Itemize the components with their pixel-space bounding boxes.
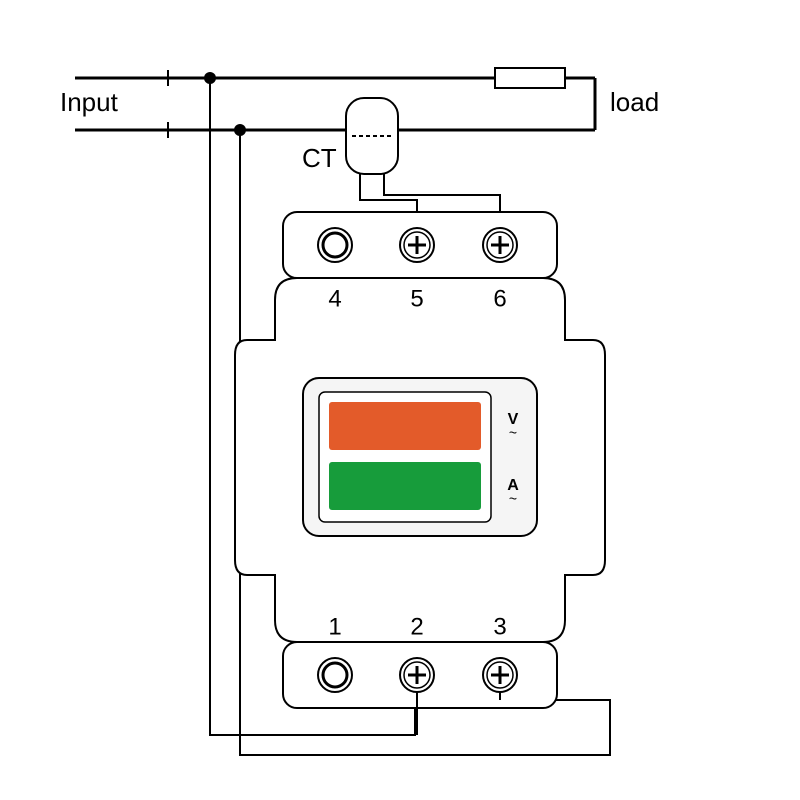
input-label: Input — [60, 87, 119, 117]
svg-text:~: ~ — [509, 491, 517, 507]
svg-text:3: 3 — [493, 613, 506, 640]
svg-text:~: ~ — [509, 425, 517, 441]
ct-label: CT — [302, 143, 337, 173]
svg-text:1: 1 — [328, 613, 341, 640]
svg-text:5: 5 — [410, 285, 423, 312]
load-label: load — [610, 87, 659, 117]
svg-text:2: 2 — [410, 613, 423, 640]
wiring-diagram: 456123V~A~InputloadCT — [0, 0, 800, 800]
svg-text:6: 6 — [493, 285, 506, 312]
svg-text:4: 4 — [328, 285, 341, 312]
